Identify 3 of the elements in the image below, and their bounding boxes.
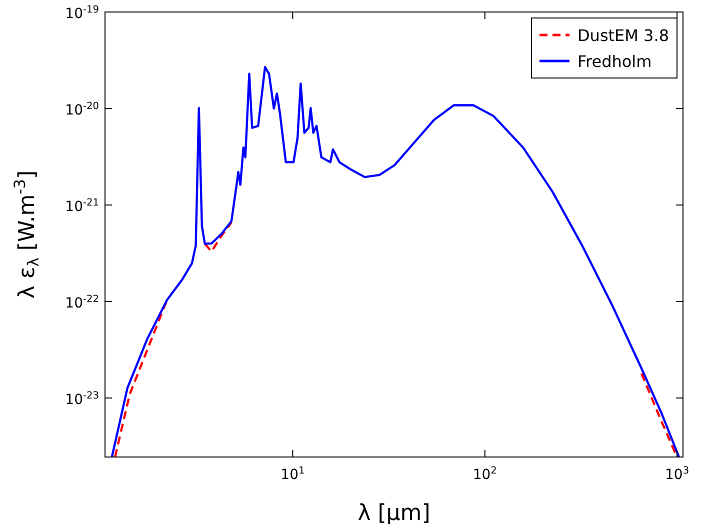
legend-label: DustEM 3.8 xyxy=(577,26,669,45)
legend-label: Fredholm xyxy=(577,52,652,71)
y-axis-title: λ ελ [W.m-3] xyxy=(11,170,42,299)
